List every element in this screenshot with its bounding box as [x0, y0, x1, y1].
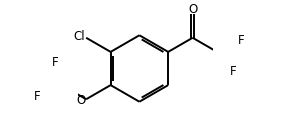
- Text: O: O: [188, 3, 197, 16]
- Text: F: F: [238, 34, 244, 47]
- Text: F: F: [34, 90, 40, 103]
- Text: F: F: [230, 65, 237, 78]
- Text: Cl: Cl: [73, 30, 85, 43]
- Text: O: O: [76, 94, 86, 107]
- Text: F: F: [52, 56, 59, 69]
